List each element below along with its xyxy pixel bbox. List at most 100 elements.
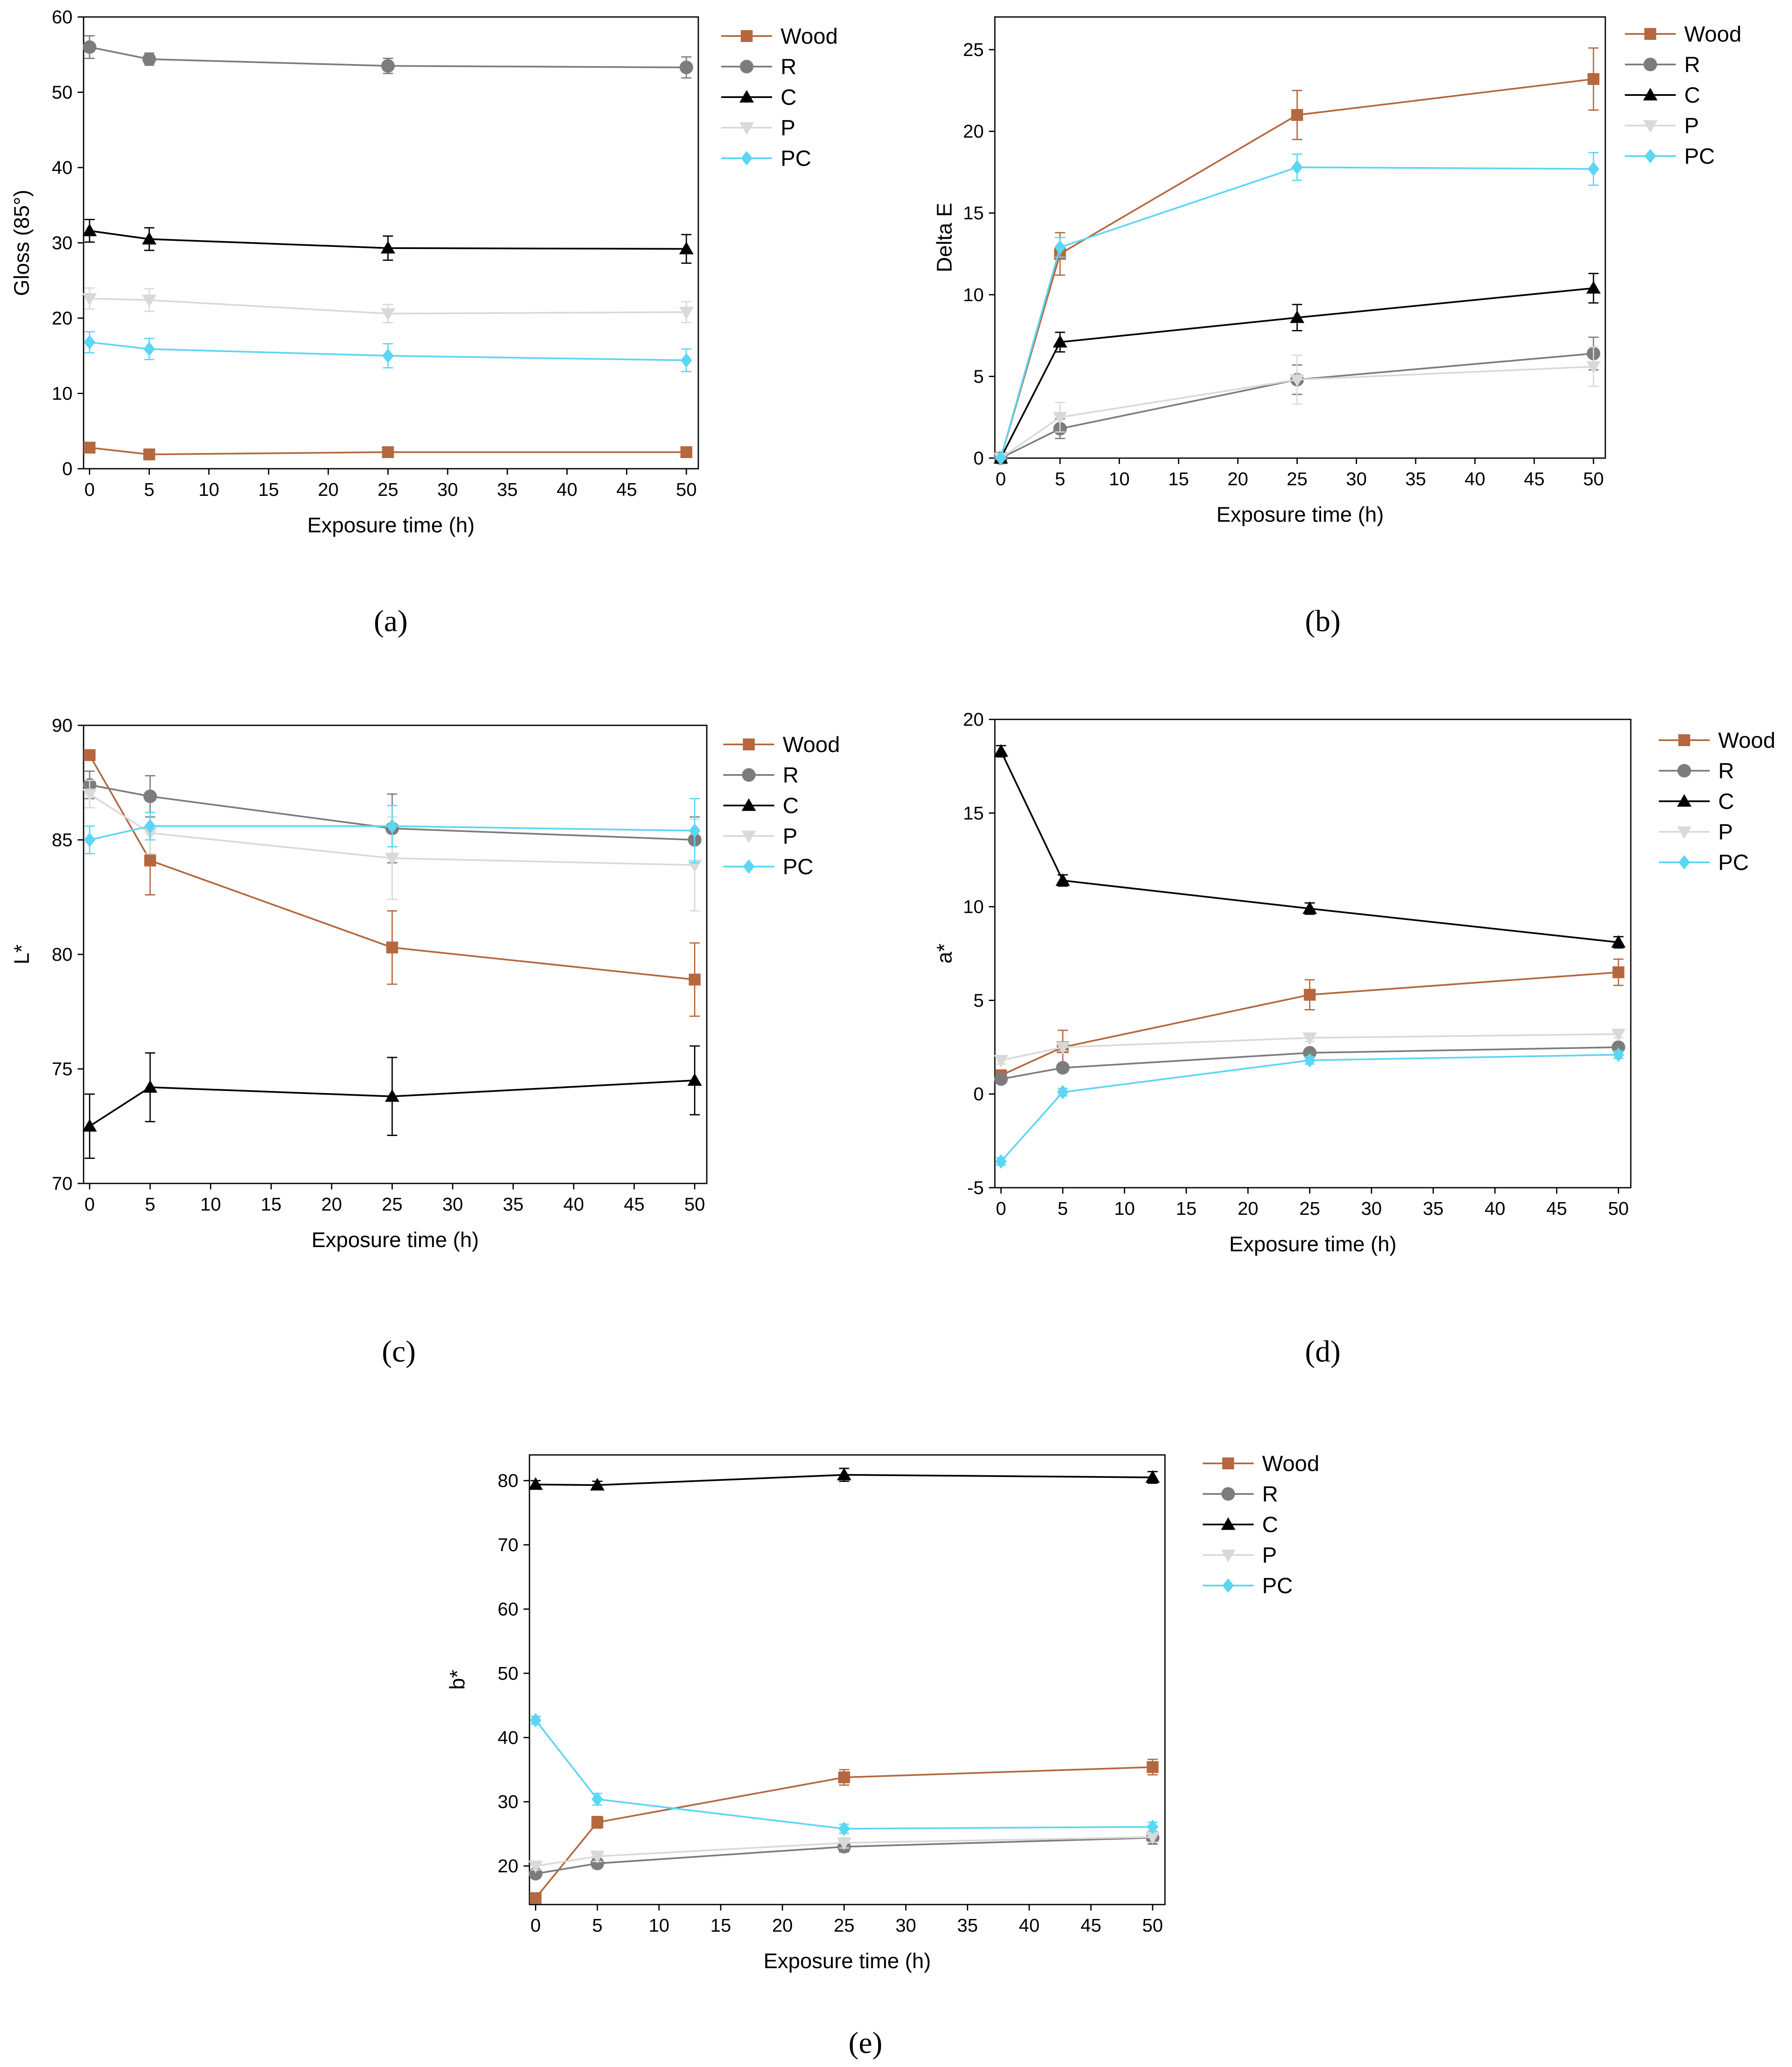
data-point xyxy=(590,1851,605,1864)
x-tick-label: 5 xyxy=(1055,469,1065,489)
y-axis-title: a* xyxy=(932,943,956,963)
x-tick-label: 20 xyxy=(772,1915,793,1936)
legend-marker xyxy=(1644,149,1656,163)
legend-item-p: P xyxy=(1203,1543,1277,1568)
y-tick-label: 70 xyxy=(52,1173,73,1194)
panel-label: (e) xyxy=(848,2026,882,2060)
x-tick-label: 35 xyxy=(503,1194,524,1215)
x-tick-label: 15 xyxy=(710,1915,731,1936)
x-tick-label: 10 xyxy=(199,479,219,500)
data-point xyxy=(381,59,395,73)
x-tick-label: 50 xyxy=(1142,1915,1163,1936)
data-point xyxy=(144,819,156,834)
x-axis-title: Exposure time (h) xyxy=(1216,503,1384,526)
x-tick-label: 5 xyxy=(592,1915,602,1936)
x-tick-label: 25 xyxy=(382,1194,403,1215)
x-tick-label: 50 xyxy=(1608,1198,1629,1219)
legend-marker xyxy=(743,859,755,874)
series-p xyxy=(993,346,1601,465)
data-point xyxy=(689,823,701,838)
x-tick-label: 30 xyxy=(1361,1198,1382,1219)
y-tick-label: 50 xyxy=(498,1663,518,1684)
series-line xyxy=(89,341,686,361)
legend-item-c: C xyxy=(721,85,797,110)
data-point xyxy=(1056,1042,1070,1054)
legend-marker xyxy=(742,798,756,811)
y-tick-label: 10 xyxy=(963,285,984,305)
y-tick-label: 60 xyxy=(498,1599,518,1619)
data-point xyxy=(1147,1819,1159,1834)
data-point xyxy=(143,1080,157,1093)
data-point xyxy=(1612,966,1624,979)
y-tick-label: 5 xyxy=(974,990,984,1011)
x-tick-label: 35 xyxy=(1405,469,1426,489)
data-point xyxy=(1290,310,1305,323)
y-tick-label: 25 xyxy=(963,39,984,60)
y-tick-label: 20 xyxy=(498,1856,518,1877)
series-line xyxy=(89,230,686,250)
y-tick-label: 40 xyxy=(52,157,73,178)
panel-label: (a) xyxy=(374,604,408,638)
legend-marker xyxy=(741,30,753,42)
data-point xyxy=(1304,989,1316,1001)
x-tick-label: 30 xyxy=(442,1194,463,1215)
y-tick-label: 60 xyxy=(52,7,73,28)
legend-label: Wood xyxy=(783,733,840,757)
y-tick-label: 80 xyxy=(498,1471,518,1491)
data-point xyxy=(82,293,97,306)
legend-marker xyxy=(1677,826,1691,839)
legend-item-wood: Wood xyxy=(721,24,838,49)
legend-label: Wood xyxy=(1718,728,1775,753)
data-point xyxy=(1586,361,1601,374)
series-line xyxy=(89,1080,695,1127)
data-point xyxy=(994,744,1008,757)
y-axis-title: b* xyxy=(445,1670,469,1689)
y-axis-title: Delta E xyxy=(932,203,956,272)
y-tick-label: 0 xyxy=(974,1084,984,1105)
legend-marker xyxy=(1644,58,1657,71)
y-tick-label: 10 xyxy=(963,897,984,917)
series-c xyxy=(82,1045,702,1159)
x-tick-label: 5 xyxy=(1058,1198,1068,1219)
legend-label: R xyxy=(783,763,799,788)
series-p xyxy=(994,1029,1626,1068)
legend-marker xyxy=(1644,28,1656,40)
data-point xyxy=(1586,281,1601,294)
series-line xyxy=(89,46,686,68)
series-wood xyxy=(84,442,692,461)
data-point xyxy=(1053,411,1067,425)
legend-marker xyxy=(743,738,755,750)
data-point xyxy=(529,1892,542,1904)
data-point xyxy=(679,60,693,74)
series-r xyxy=(83,35,693,79)
data-point xyxy=(382,446,394,458)
x-tick-label: 35 xyxy=(957,1915,978,1936)
x-tick-label: 50 xyxy=(1583,469,1604,489)
data-point xyxy=(1304,1053,1316,1068)
data-point xyxy=(84,335,95,350)
legend-label: C xyxy=(1718,789,1734,814)
legend-item-r: R xyxy=(721,55,797,79)
x-tick-label: 0 xyxy=(996,469,1006,489)
y-axis-title: L* xyxy=(10,944,34,964)
data-point xyxy=(1291,109,1303,121)
data-point xyxy=(1056,873,1070,886)
data-point xyxy=(144,854,156,867)
legend-item-r: R xyxy=(1659,759,1734,783)
x-axis-title: Exposure time (h) xyxy=(764,1949,931,1973)
legend-label: C xyxy=(1262,1513,1278,1537)
legend-marker xyxy=(1222,1578,1234,1593)
legend-item-r: R xyxy=(1625,53,1700,77)
y-tick-label: 0 xyxy=(974,448,984,469)
legend-marker xyxy=(1643,88,1658,101)
legend-label: R xyxy=(1262,1482,1278,1507)
legend-label: PC xyxy=(1684,144,1715,169)
data-point xyxy=(142,52,156,66)
x-tick-label: 10 xyxy=(1114,1198,1135,1219)
legend-label: PC xyxy=(1262,1574,1293,1598)
x-tick-label: 50 xyxy=(684,1194,705,1215)
data-point xyxy=(591,1816,603,1829)
legend-item-c: C xyxy=(1659,789,1734,814)
legend-label: P xyxy=(1718,820,1733,845)
x-tick-label: 10 xyxy=(1109,469,1130,489)
